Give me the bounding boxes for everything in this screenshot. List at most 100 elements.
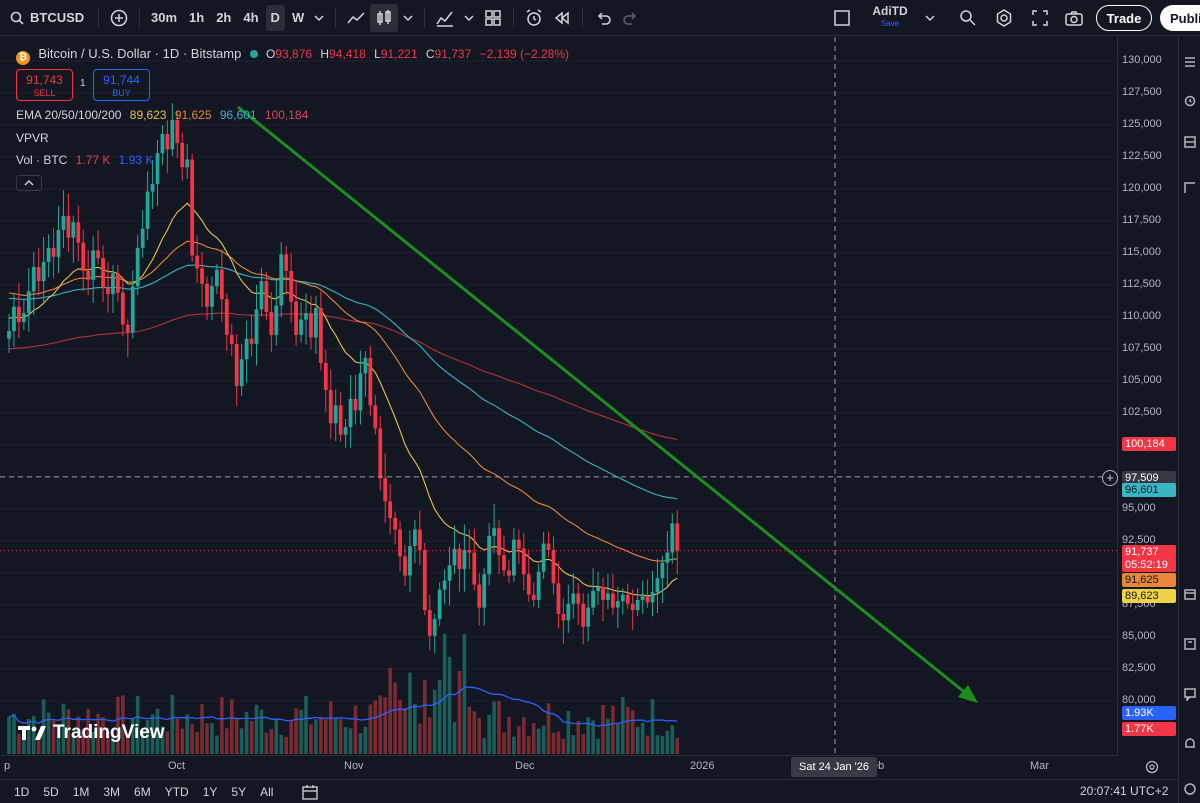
candle-body	[596, 587, 600, 591]
account-dropdown-button[interactable]	[920, 4, 940, 32]
volume-legend[interactable]: Vol · BTC 1.77 K 1.93 K	[16, 153, 158, 167]
volume-bar	[328, 701, 333, 754]
candles-button[interactable]	[370, 3, 399, 32]
trade-button[interactable]: Trade	[1096, 5, 1152, 31]
redo-button[interactable]	[617, 4, 645, 32]
chevron-down-icon	[403, 14, 413, 21]
volume-bar	[403, 707, 407, 754]
price-label: 105,000	[1122, 374, 1162, 386]
add-alert-plus-button[interactable]: +	[1102, 470, 1118, 486]
candle-body	[61, 215, 66, 230]
data-window-icon[interactable]	[1183, 135, 1197, 149]
date-range-button[interactable]	[301, 783, 319, 801]
chart-type-dropdown-button[interactable]	[398, 4, 418, 32]
account-save[interactable]: AdiTD Save	[870, 4, 910, 28]
calendar-rail-icon[interactable]	[1183, 587, 1197, 601]
candle-body	[472, 552, 477, 585]
collapse-legend-button[interactable]	[16, 175, 42, 191]
redo-icon	[623, 11, 637, 25]
compare-symbol-button[interactable]	[105, 4, 133, 32]
price-label: 130,000	[1122, 54, 1162, 66]
help-icon[interactable]	[1183, 782, 1197, 796]
volume-bar	[106, 731, 110, 754]
hotlist-icon[interactable]	[1183, 181, 1197, 195]
volume-bar	[477, 717, 482, 754]
candle-body	[101, 258, 105, 288]
volume-bar	[551, 732, 556, 754]
candle-body	[507, 570, 511, 576]
volume-bar	[130, 719, 135, 754]
range-5y[interactable]: 5Y	[231, 784, 247, 799]
chart-pane[interactable]	[0, 37, 1118, 755]
clock-readout[interactable]: 20:07:41 UTC+2	[1080, 784, 1169, 798]
candle-body	[482, 574, 487, 608]
range-1d[interactable]: 1D	[14, 784, 30, 799]
ema200-price-tag: 100,184	[1122, 437, 1176, 451]
volume-bar	[670, 725, 675, 754]
indicators-dropdown-button[interactable]	[459, 4, 479, 32]
range-5d[interactable]: 5D	[43, 784, 59, 799]
range-3m[interactable]: 3M	[103, 784, 121, 799]
timeframe-4h[interactable]: 4h	[243, 10, 259, 25]
time-settings-button[interactable]	[1144, 759, 1160, 775]
timeframe-dropdown-button[interactable]	[309, 4, 329, 32]
candle-body	[155, 153, 160, 184]
buy-button[interactable]: 91,744 BUY	[93, 69, 150, 101]
alert-button[interactable]	[520, 4, 548, 32]
range-6m[interactable]: 6M	[134, 784, 151, 799]
volume-bar	[284, 736, 288, 754]
snapshot-button[interactable]	[1060, 4, 1088, 32]
volume-bar	[170, 694, 175, 754]
undo-button[interactable]	[589, 4, 617, 32]
candle-body	[358, 373, 363, 411]
line-chart-icon	[347, 11, 365, 23]
notifications-icon[interactable]	[1183, 737, 1197, 751]
price-chart[interactable]	[0, 37, 1118, 755]
price-scale[interactable]: 130,000 127,500 125,000 122,500 120,000 117,5…	[1118, 37, 1178, 755]
watchlist-icon[interactable]	[1183, 55, 1197, 69]
quick-search-button[interactable]	[954, 4, 982, 32]
volume-label: Vol · BTC	[16, 153, 68, 167]
fullscreen-layout-button[interactable]	[828, 4, 856, 32]
vpvr-legend[interactable]: VPVR	[16, 131, 54, 145]
candle-body	[86, 270, 91, 280]
volume-bar	[536, 728, 541, 754]
candle-body	[546, 543, 551, 550]
range-all[interactable]: All	[260, 784, 274, 799]
publish-button[interactable]: Publi	[1160, 5, 1200, 31]
replay-button[interactable]	[548, 4, 576, 32]
ideas-icon[interactable]	[1183, 637, 1197, 651]
high-value: 94,418	[329, 47, 366, 61]
tradingview-watermark: TradingView	[18, 722, 165, 744]
volume-bar	[452, 722, 457, 754]
range-1m[interactable]: 1M	[72, 784, 90, 799]
range-ytd[interactable]: YTD	[164, 784, 189, 799]
indicators-button[interactable]	[431, 4, 459, 32]
timeframe-1h[interactable]: 1h	[189, 10, 205, 25]
timeframe-30m[interactable]: 30m	[151, 10, 178, 25]
sell-button[interactable]: 91,743 SELL	[16, 69, 73, 101]
ema100-price-tag: 96,601	[1122, 483, 1176, 497]
timeframe-2h[interactable]: 2h	[216, 10, 232, 25]
volume-bar	[418, 723, 422, 754]
timeframe-d[interactable]: D	[265, 4, 285, 31]
time-axis[interactable]	[0, 755, 1118, 779]
ema100-line	[8, 264, 678, 500]
volume-bar	[31, 716, 36, 754]
volume-bar	[358, 733, 363, 754]
range-1y[interactable]: 1Y	[202, 784, 218, 799]
chat-icon[interactable]	[1183, 687, 1197, 702]
symbol-search[interactable]: BTCUSD	[0, 4, 92, 32]
ema-legend[interactable]: EMA 20/50/100/200 89,623 91,625 96,601 1…	[16, 108, 313, 122]
alerts-icon[interactable]	[1183, 93, 1197, 107]
layouts-button[interactable]	[479, 4, 507, 32]
candle-body	[630, 603, 635, 611]
fullscreen-button[interactable]	[1026, 4, 1054, 32]
line-chart-button[interactable]	[342, 4, 370, 32]
ema50-value: 91,625	[174, 108, 212, 122]
timeframe-w[interactable]: W	[291, 10, 305, 25]
candle-body	[130, 286, 135, 333]
alarm-clock-icon	[526, 8, 542, 26]
settings-button[interactable]	[990, 4, 1018, 32]
volume-bar	[497, 701, 501, 754]
